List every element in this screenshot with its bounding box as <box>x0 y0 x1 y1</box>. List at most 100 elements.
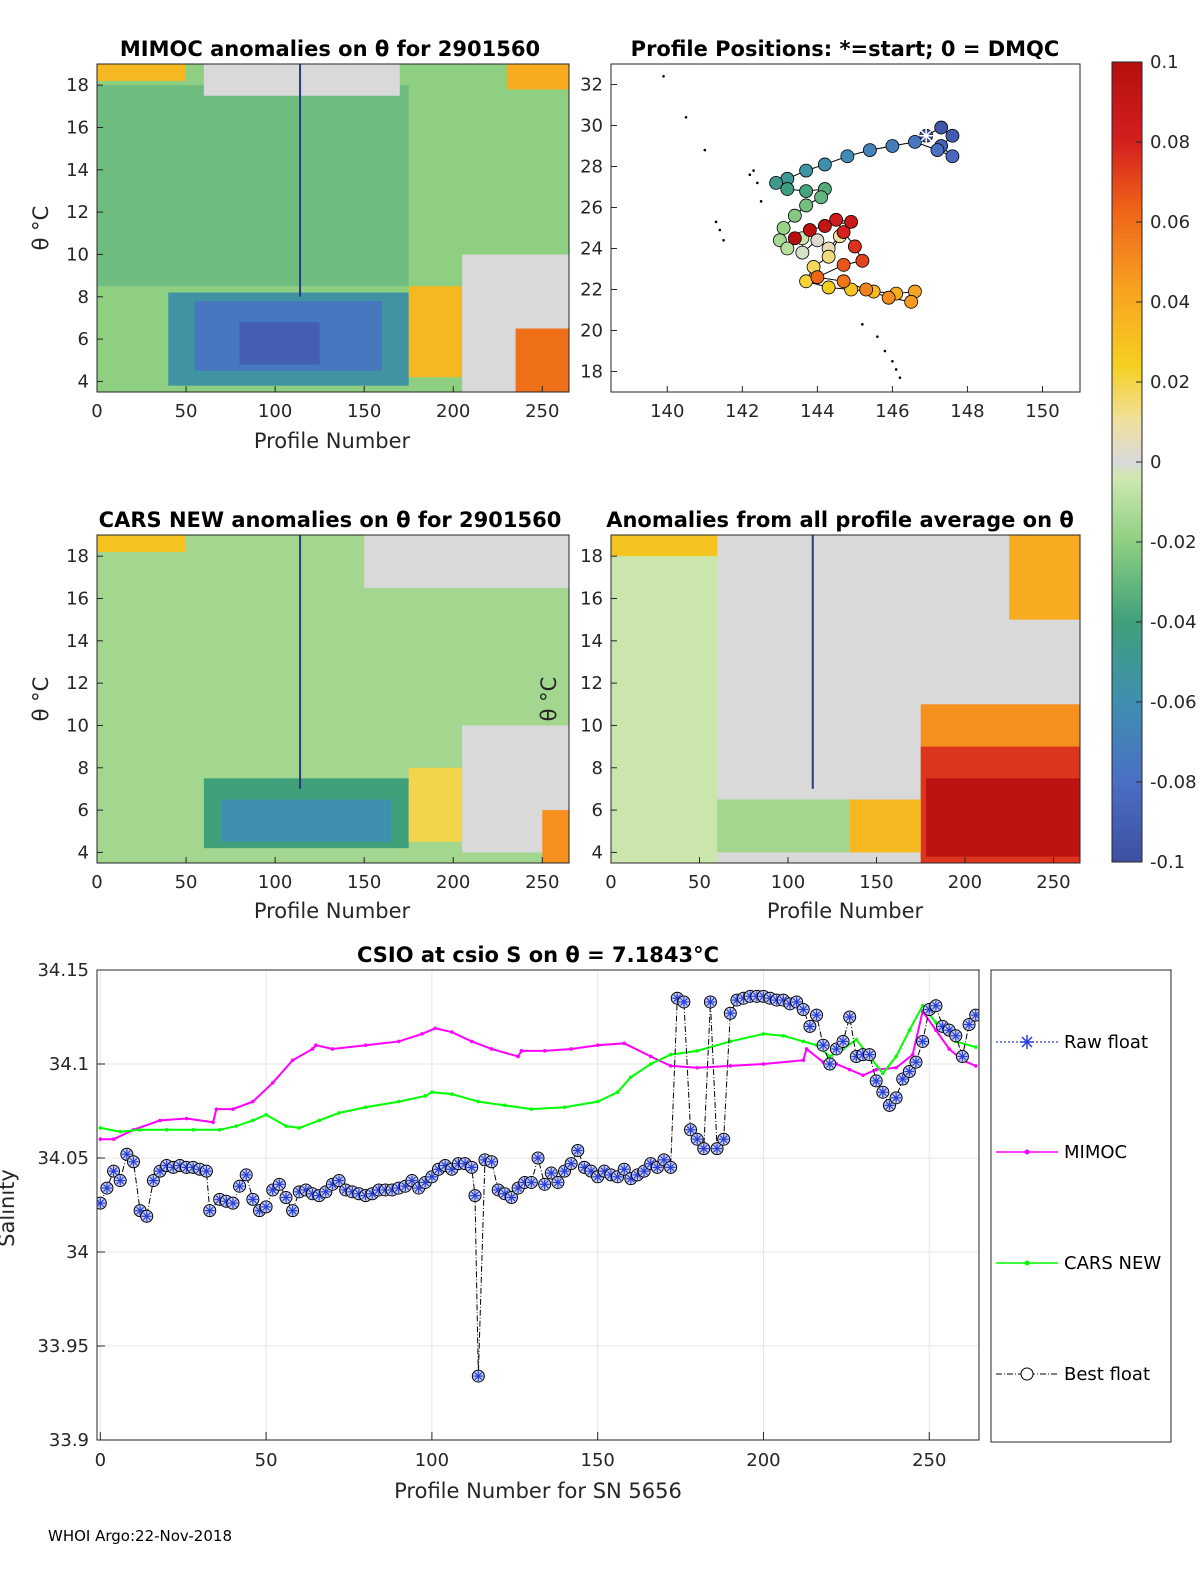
raw-float-point <box>665 1162 676 1173</box>
legend-label-best-float: Best float <box>1064 1364 1150 1385</box>
cars-new-point <box>423 1094 428 1098</box>
colorbar-tick-label: -0.02 <box>1150 532 1197 553</box>
raw-float-stroke <box>971 1011 979 1020</box>
raw-float-stroke <box>427 1172 436 1181</box>
raw-float-point <box>659 1154 669 1165</box>
raw-float-point <box>698 1143 709 1154</box>
raw-float-stroke <box>699 1144 708 1153</box>
mimoc-point <box>251 1099 255 1104</box>
positions-ytick-label: 20 <box>580 321 603 342</box>
coast-dot <box>894 368 898 371</box>
mimoc-point <box>874 1067 879 1072</box>
raw-float-stroke <box>719 1135 728 1144</box>
raw-float-stroke <box>918 1037 927 1046</box>
raw-float-stroke <box>812 1011 821 1020</box>
coast-dot <box>876 335 879 338</box>
legend-label-raw-float: Raw float <box>1064 1032 1148 1053</box>
mimoc-point <box>310 1047 315 1051</box>
mimoc-point <box>648 1054 653 1059</box>
colorbar-tick-label: -0.06 <box>1150 692 1197 713</box>
csio-ytick-label: 34.15 <box>37 960 89 981</box>
best-float-marker-icon <box>1020 1367 1034 1381</box>
cars-ytick-label: 14 <box>66 631 89 652</box>
cars-band-5 <box>364 535 569 588</box>
raw-float-stroke <box>275 1180 284 1189</box>
raw-float-point <box>314 1190 325 1201</box>
cars-new-point <box>449 1092 454 1096</box>
raw-float-point <box>804 1021 815 1032</box>
average-axes-box <box>610 534 1081 864</box>
mimoc-xtick-label: 50 <box>175 401 198 422</box>
profile-position <box>799 163 814 178</box>
average-title: Anomalies from all profile average on θ <box>606 508 1074 532</box>
raw-float-point <box>970 1010 979 1021</box>
mimoc-point <box>111 1137 116 1141</box>
cars-title: CARS NEW anomalies on θ for 2901560 <box>99 508 562 532</box>
raw-float-stroke <box>660 1155 668 1164</box>
average-ytick-label: 8 <box>592 758 603 779</box>
mimoc-point <box>894 1065 898 1070</box>
csio-xlabel: Profile Number for SN 5656 <box>394 1479 682 1503</box>
cars-new-point <box>476 1099 481 1104</box>
raw-float-stroke <box>693 1135 702 1144</box>
csio-ytick-label: 34.05 <box>37 1148 89 1169</box>
raw-float-point <box>128 1156 139 1167</box>
raw-float-point <box>678 996 689 1007</box>
colorbar-tick-label: -0.08 <box>1150 772 1197 793</box>
raw-float-point <box>155 1166 165 1177</box>
raw-float-stroke <box>600 1167 609 1176</box>
mimoc-point <box>231 1107 235 1111</box>
raw-float-point <box>844 1012 855 1022</box>
positions-xtick-label: 144 <box>800 401 834 422</box>
raw-float-point <box>818 1040 829 1051</box>
mimoc-band-1 <box>97 85 409 287</box>
mimoc-ylabel: θ °C <box>29 206 53 251</box>
csio-plot <box>97 989 979 1383</box>
raw-float-point <box>426 1171 437 1182</box>
raw-float-stroke <box>799 1005 808 1014</box>
cars-axes: 0 50 100 150 200 250 4 6 8 10 12 14 16 18 <box>66 546 559 893</box>
mimoc-point <box>290 1058 295 1063</box>
raw-float-stroke <box>573 1146 582 1155</box>
positions-ytick-label: 30 <box>580 116 603 137</box>
average-heatmap <box>611 535 1080 863</box>
raw-float-point <box>115 1175 126 1186</box>
mimoc-heatmap <box>97 64 569 392</box>
raw-float-point <box>552 1177 563 1188</box>
cars-xtick-label: 50 <box>175 872 198 893</box>
cars-axes-box <box>96 534 570 864</box>
positions-xtick-label: 148 <box>950 401 984 422</box>
mimoc-point <box>449 1030 454 1034</box>
footer-credit: WHOI Argo:22-Nov-2018 <box>48 1527 232 1545</box>
colorbar-tick-label: 0.02 <box>1150 372 1190 393</box>
raw-float-stroke <box>248 1195 257 1204</box>
mimoc-point <box>801 1058 806 1063</box>
profile-position <box>836 225 851 240</box>
profile-position <box>817 219 832 233</box>
raw-float-stroke <box>945 1026 954 1035</box>
raw-float-stroke <box>912 1058 920 1067</box>
start-marker-stroke <box>920 130 932 142</box>
profile-position <box>862 143 877 158</box>
cars-new-point <box>827 1054 832 1059</box>
raw-float-point <box>586 1166 597 1177</box>
raw-float-stroke <box>242 1170 251 1179</box>
average-band-2 <box>611 535 718 863</box>
raw-float-point <box>685 1124 696 1135</box>
profile-position <box>945 128 960 143</box>
profile-position <box>787 208 802 223</box>
profile-position <box>904 294 919 309</box>
raw-float-stroke <box>116 1176 125 1185</box>
raw-float-point <box>141 1211 152 1222</box>
start-marker-icon <box>919 128 934 143</box>
raw-float-stroke <box>640 1167 649 1176</box>
raw-float-stroke <box>839 1037 847 1046</box>
positions-ytick-label: 22 <box>580 280 603 301</box>
csio-xtick-label: 250 <box>912 1450 946 1471</box>
cars-new-point <box>251 1118 255 1123</box>
mimoc-point <box>314 1043 318 1047</box>
cars-new-point <box>973 1045 978 1049</box>
cars-new-point <box>562 1105 567 1110</box>
cars-new-point <box>396 1099 401 1104</box>
average-xtick-label: 250 <box>1036 872 1070 893</box>
